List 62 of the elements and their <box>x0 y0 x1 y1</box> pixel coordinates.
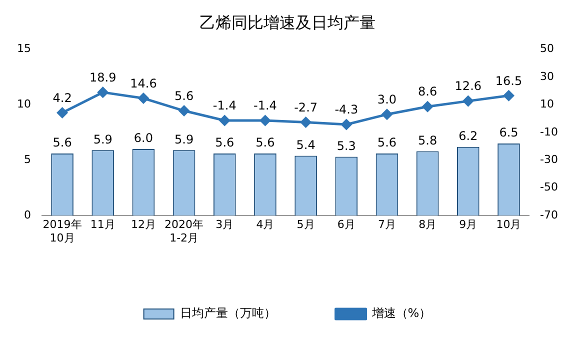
x-tick-label: 11月 <box>90 218 116 232</box>
x-tick-label: 3月 <box>216 218 234 232</box>
point <box>219 115 230 126</box>
x-tick-label: 9月 <box>459 218 478 232</box>
data-label: 5.8 <box>418 133 438 148</box>
point <box>260 115 270 126</box>
data-label: 6.5 <box>499 126 518 140</box>
data-label: 5.4 <box>296 138 316 152</box>
data-label: 8.6 <box>418 84 438 99</box>
x-tick-label: 2020年 1-2月 <box>164 218 204 244</box>
y2-tick-label: 50 <box>540 42 554 56</box>
data-label: 5.3 <box>336 138 356 153</box>
x-tick-label: 6月 <box>337 218 356 232</box>
x-tick-label: 8月 <box>418 218 437 232</box>
point <box>382 109 392 120</box>
data-label: 16.5 <box>495 74 522 88</box>
point <box>57 107 68 118</box>
data-label: 5.6 <box>52 136 72 150</box>
data-label: 6.2 <box>458 128 478 143</box>
point <box>138 93 149 104</box>
data-label: -4.3 <box>334 102 358 117</box>
point <box>422 101 433 112</box>
y2-tick-label: -50 <box>540 180 558 194</box>
y-tick-label: 10 <box>16 98 31 111</box>
x-tick-label: 12月 <box>130 218 156 232</box>
data-label: 12.6 <box>454 79 482 94</box>
y-tick-label: 5 <box>24 152 31 166</box>
data-label: 14.6 <box>130 76 157 90</box>
data-label: 5.6 <box>256 136 275 150</box>
data-label: 5.9 <box>174 132 194 146</box>
y2-tick-label: -70 <box>540 208 558 222</box>
y2-tick-label: 30 <box>540 70 554 83</box>
data-label: 5.6 <box>174 88 194 103</box>
point <box>503 90 514 101</box>
legend-label: 增速（%） <box>370 306 432 320</box>
point <box>300 117 312 128</box>
x-tick-label: 4月 <box>256 218 274 232</box>
x-tick-label: 5月 <box>296 218 315 232</box>
point <box>341 119 352 130</box>
y-tick-label: 15 <box>16 42 31 56</box>
y-tick-label: 0 <box>24 208 31 222</box>
data-label: 5.6 <box>215 136 234 150</box>
legend-label: 日均产量（万吨） <box>180 306 276 320</box>
data-label: 4.2 <box>52 90 72 105</box>
data-label: -1.4 <box>212 98 236 113</box>
data-label: 5.6 <box>377 136 397 150</box>
data-label: 5.9 <box>93 132 112 146</box>
x-tick-label: 2019年 10月 <box>42 218 82 244</box>
y2-tick-label: 10 <box>540 98 554 111</box>
data-label: -1.4 <box>254 98 277 113</box>
x-tick-label: 10月 <box>496 218 522 232</box>
data-label: 6.0 <box>134 131 154 146</box>
data-label: 18.9 <box>90 70 116 84</box>
x-tick-label: 7月 <box>378 218 396 232</box>
data-label: 3.0 <box>377 92 397 106</box>
data-label: -2.7 <box>294 100 318 114</box>
point <box>98 87 108 98</box>
chart-title: 乙烯同比增速及日均产量 <box>200 12 376 32</box>
y2-tick-label: -30 <box>540 152 558 166</box>
point <box>462 96 474 106</box>
y2-tick-label: -10 <box>540 125 558 138</box>
point <box>178 106 190 116</box>
